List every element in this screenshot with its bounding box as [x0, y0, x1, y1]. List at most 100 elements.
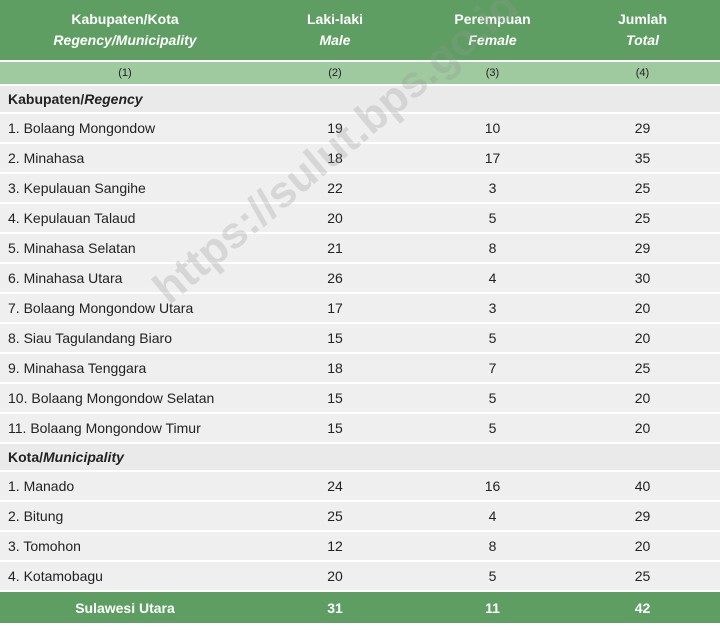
data-row: 8. Siau Tagulandang Biaro 15 5 20	[0, 323, 720, 354]
column-label: Kabupaten/Kota	[71, 11, 179, 27]
number-cell: 20	[250, 561, 420, 592]
number-cell: 25	[565, 561, 720, 592]
number-cell: 35	[565, 143, 720, 174]
name-cell: 4. Kotamobagu	[0, 561, 250, 592]
column-number: (2)	[250, 61, 420, 86]
number-cell: 26	[250, 263, 420, 294]
data-row: 7. Bolaang Mongondow Utara 17 3 20	[0, 293, 720, 324]
column-number: (1)	[0, 61, 250, 86]
total-cell: 31	[250, 591, 420, 623]
number-cell: 29	[565, 113, 720, 144]
section-title-main: Kota/	[8, 449, 43, 465]
number-cell: 8	[420, 233, 565, 264]
section-row: Kota/Municipality	[0, 443, 720, 472]
data-row: 4. Kepulauan Talaud 20 5 25	[0, 203, 720, 234]
number-cell: 29	[565, 501, 720, 532]
number-cell: 17	[420, 143, 565, 174]
number-cell: 8	[420, 531, 565, 562]
number-cell: 3	[420, 293, 565, 324]
number-cell: 25	[250, 501, 420, 532]
column-sublabel: Female	[468, 32, 517, 48]
name-cell: 8. Siau Tagulandang Biaro	[0, 323, 250, 354]
number-cell: 4	[420, 263, 565, 294]
column-number: (4)	[565, 61, 720, 86]
number-cell: 24	[250, 471, 420, 502]
total-cell: 42	[565, 591, 720, 623]
total-cell: 11	[420, 591, 565, 623]
data-row: 2. Minahasa 18 17 35	[0, 143, 720, 174]
number-cell: 17	[250, 293, 420, 324]
data-row: 10. Bolaang Mongondow Selatan 15 5 20	[0, 383, 720, 414]
table-body: (1) (2) (3) (4) Kabupaten/Regency 1. Bolaang …	[0, 61, 720, 623]
name-cell: 11. Bolaang Mongondow Timur	[0, 413, 250, 444]
column-number-row: (1) (2) (3) (4)	[0, 61, 720, 86]
column-number: (3)	[420, 61, 565, 86]
number-cell: 22	[250, 173, 420, 204]
section-title-italic: Municipality	[43, 449, 124, 465]
name-cell: 5. Minahasa Selatan	[0, 233, 250, 264]
name-cell: 4. Kepulauan Talaud	[0, 203, 250, 234]
name-cell: 2. Bitung	[0, 501, 250, 532]
number-cell: 5	[420, 561, 565, 592]
total-row: Sulawesi Utara 31 11 42	[0, 591, 720, 623]
data-row: 1. Manado 24 16 40	[0, 471, 720, 502]
column-sublabel: Total	[626, 32, 659, 48]
section-title: Kota/Municipality	[0, 443, 720, 472]
name-cell: 7. Bolaang Mongondow Utara	[0, 293, 250, 324]
name-cell: 10. Bolaang Mongondow Selatan	[0, 383, 250, 414]
data-row: 1. Bolaang Mongondow 19 10 29	[0, 113, 720, 144]
total-cell: Sulawesi Utara	[0, 591, 250, 623]
number-cell: 20	[565, 323, 720, 354]
number-cell: 5	[420, 323, 565, 354]
number-cell: 7	[420, 353, 565, 384]
number-cell: 18	[250, 353, 420, 384]
column-sublabel: Male	[319, 32, 351, 48]
number-cell: 20	[565, 531, 720, 562]
data-row: 11. Bolaang Mongondow Timur 15 5 20	[0, 413, 720, 444]
number-cell: 3	[420, 173, 565, 204]
name-cell: 1. Manado	[0, 471, 250, 502]
data-row: 9. Minahasa Tenggara 18 7 25	[0, 353, 720, 384]
column-header: Laki-laki Male	[250, 0, 420, 62]
data-row: 6. Minahasa Utara 26 4 30	[0, 263, 720, 294]
number-cell: 10	[420, 113, 565, 144]
number-cell: 40	[565, 471, 720, 502]
column-label: Jumlah	[617, 11, 667, 27]
section-row: Kabupaten/Regency	[0, 85, 720, 114]
number-cell: 15	[250, 413, 420, 444]
number-cell: 5	[420, 413, 565, 444]
column-label: Laki-laki	[306, 11, 364, 27]
number-cell: 20	[565, 293, 720, 324]
section-title: Kabupaten/Regency	[0, 85, 720, 114]
number-cell: 25	[565, 203, 720, 234]
number-cell: 16	[420, 471, 565, 502]
number-cell: 30	[565, 263, 720, 294]
data-row: 2. Bitung 25 4 29	[0, 501, 720, 532]
number-cell: 15	[250, 383, 420, 414]
name-cell: 3. Tomohon	[0, 531, 250, 562]
column-header: Perempuan Female	[420, 0, 565, 62]
number-cell: 5	[420, 203, 565, 234]
number-cell: 29	[565, 233, 720, 264]
number-cell: 20	[565, 383, 720, 414]
name-cell: 6. Minahasa Utara	[0, 263, 250, 294]
number-cell: 20	[565, 413, 720, 444]
number-cell: 21	[250, 233, 420, 264]
column-header: Kabupaten/Kota Regency/Municipality	[0, 0, 250, 62]
section-title-italic: Regency	[84, 91, 143, 107]
name-cell: 9. Minahasa Tenggara	[0, 353, 250, 384]
data-row: 5. Minahasa Selatan 21 8 29	[0, 233, 720, 264]
name-cell: 2. Minahasa	[0, 143, 250, 174]
column-header: Jumlah Total	[565, 0, 720, 62]
number-cell: 25	[565, 173, 720, 204]
column-label: Perempuan	[454, 11, 531, 27]
number-cell: 5	[420, 383, 565, 414]
data-row: 4. Kotamobagu 20 5 25	[0, 561, 720, 592]
section-title-main: Kabupaten/	[8, 91, 85, 107]
number-cell: 12	[250, 531, 420, 562]
name-cell: 1. Bolaang Mongondow	[0, 113, 250, 144]
data-row: 3. Tomohon 12 8 20	[0, 531, 720, 562]
number-cell: 19	[250, 113, 420, 144]
